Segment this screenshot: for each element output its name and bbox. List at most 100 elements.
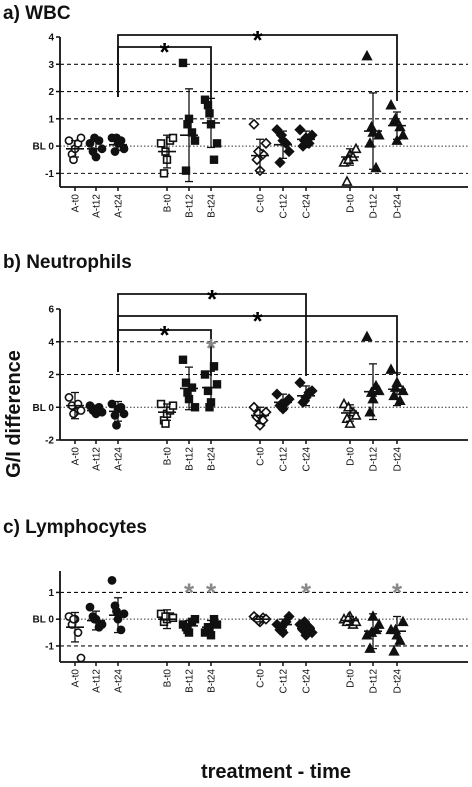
data-point	[274, 156, 286, 169]
data-point	[294, 377, 306, 389]
data-point	[283, 145, 295, 158]
data-point	[361, 330, 373, 342]
series-group	[85, 401, 107, 419]
data-point	[112, 606, 121, 616]
x-tick-label: D-t12	[369, 447, 380, 472]
data-point	[190, 614, 200, 624]
data-point	[64, 393, 74, 402]
series-group	[64, 611, 86, 663]
series-group	[107, 133, 129, 156]
data-point	[397, 615, 409, 627]
data-point	[394, 394, 406, 406]
panels-group: a) WBC 4 3 2 1 BL 0 -1 A-t0 A-t12 A-t24 B-t0 B-t12 B…	[3, 3, 468, 693]
significance-bracket	[117, 315, 398, 376]
data-point	[364, 405, 376, 417]
x-tick-label: D-t0	[346, 447, 357, 466]
data-point	[76, 406, 86, 415]
series-group	[107, 399, 129, 430]
data-point	[205, 109, 214, 118]
y-tick-label: 3	[48, 60, 54, 71]
series-group	[156, 133, 178, 178]
data-point	[388, 389, 400, 401]
series-group	[338, 397, 362, 428]
data-point	[190, 136, 200, 145]
series-group	[294, 124, 318, 152]
data-point	[271, 388, 283, 400]
x-tick-label: B-t0	[163, 447, 174, 466]
data-point	[69, 614, 78, 624]
data-point	[344, 417, 356, 428]
x-tick-label: C-t12	[279, 447, 290, 472]
x-tick-label: C-t0	[256, 669, 267, 688]
data-point	[97, 407, 107, 417]
series-group	[200, 614, 222, 640]
data-point	[156, 139, 166, 148]
x-tick-label: A-t12	[92, 194, 103, 218]
series-group	[271, 124, 295, 169]
data-point	[350, 409, 362, 420]
x-tick-label: C-t24	[302, 194, 313, 219]
grey-significance-star: *	[206, 578, 217, 608]
data-point	[260, 137, 272, 149]
panel-title: b) Neutrophils	[3, 252, 132, 273]
data-point	[97, 620, 107, 629]
data-point	[69, 409, 78, 419]
y-tick-label: 1	[48, 588, 54, 599]
data-point	[391, 134, 403, 145]
significance-star: *	[252, 25, 263, 55]
data-point	[112, 133, 121, 143]
series-group	[200, 362, 222, 412]
data-point	[397, 384, 409, 396]
x-tick-label: B-t24	[207, 669, 218, 693]
data-point	[385, 363, 397, 374]
series-group	[361, 330, 385, 421]
series-group	[200, 95, 222, 164]
data-point	[85, 138, 95, 148]
y-tick-label: -1	[45, 641, 54, 652]
data-point	[394, 634, 406, 645]
data-point	[298, 616, 311, 628]
data-point	[275, 129, 288, 141]
x-tick-label: B-t12	[185, 194, 196, 218]
x-tick-label: A-t0	[71, 669, 82, 688]
y-tick-label: -2	[45, 436, 54, 447]
x-tick-label: C-t12	[279, 669, 290, 694]
data-point	[394, 120, 406, 132]
series-group	[178, 355, 200, 412]
x-tick-label: B-t12	[185, 447, 196, 471]
data-point	[76, 133, 86, 143]
series-group	[107, 575, 129, 635]
x-tick-label: D-t24	[393, 447, 404, 472]
series-group	[338, 610, 362, 629]
x-tick-label: C-t24	[302, 669, 313, 694]
series-group	[248, 610, 272, 628]
data-point	[90, 614, 99, 624]
data-point	[373, 128, 385, 140]
x-tick-label: C-t0	[256, 194, 267, 213]
y-tick-label: 6	[48, 305, 54, 316]
y-tick-label: 4	[48, 337, 54, 348]
data-point	[107, 399, 117, 409]
series-group	[361, 610, 385, 653]
chart-panel: a) WBC 4 3 2 1 BL 0 -1 A-t0 A-t12 A-t24 B-t0 B-t12 B…	[3, 3, 468, 218]
x-tick-label: D-t24	[393, 194, 404, 219]
data-point	[350, 615, 362, 627]
series-group	[85, 133, 107, 162]
data-point	[107, 575, 117, 585]
y-tick-label: 2	[48, 370, 54, 381]
x-tick-label: A-t24	[114, 447, 125, 471]
y-tick-label: 4	[48, 33, 54, 44]
x-tick-label: B-t24	[207, 447, 218, 471]
data-point	[178, 355, 188, 364]
significance-star: *	[159, 320, 170, 350]
data-point	[119, 144, 129, 154]
data-point	[365, 120, 378, 132]
grey-significance-star: *	[184, 578, 195, 608]
data-point	[361, 49, 373, 61]
data-point	[212, 139, 222, 148]
y-tick-label: 2	[48, 87, 54, 98]
significance-star: *	[159, 37, 170, 67]
data-point	[90, 404, 99, 414]
x-tick-label: B-t24	[207, 194, 218, 218]
